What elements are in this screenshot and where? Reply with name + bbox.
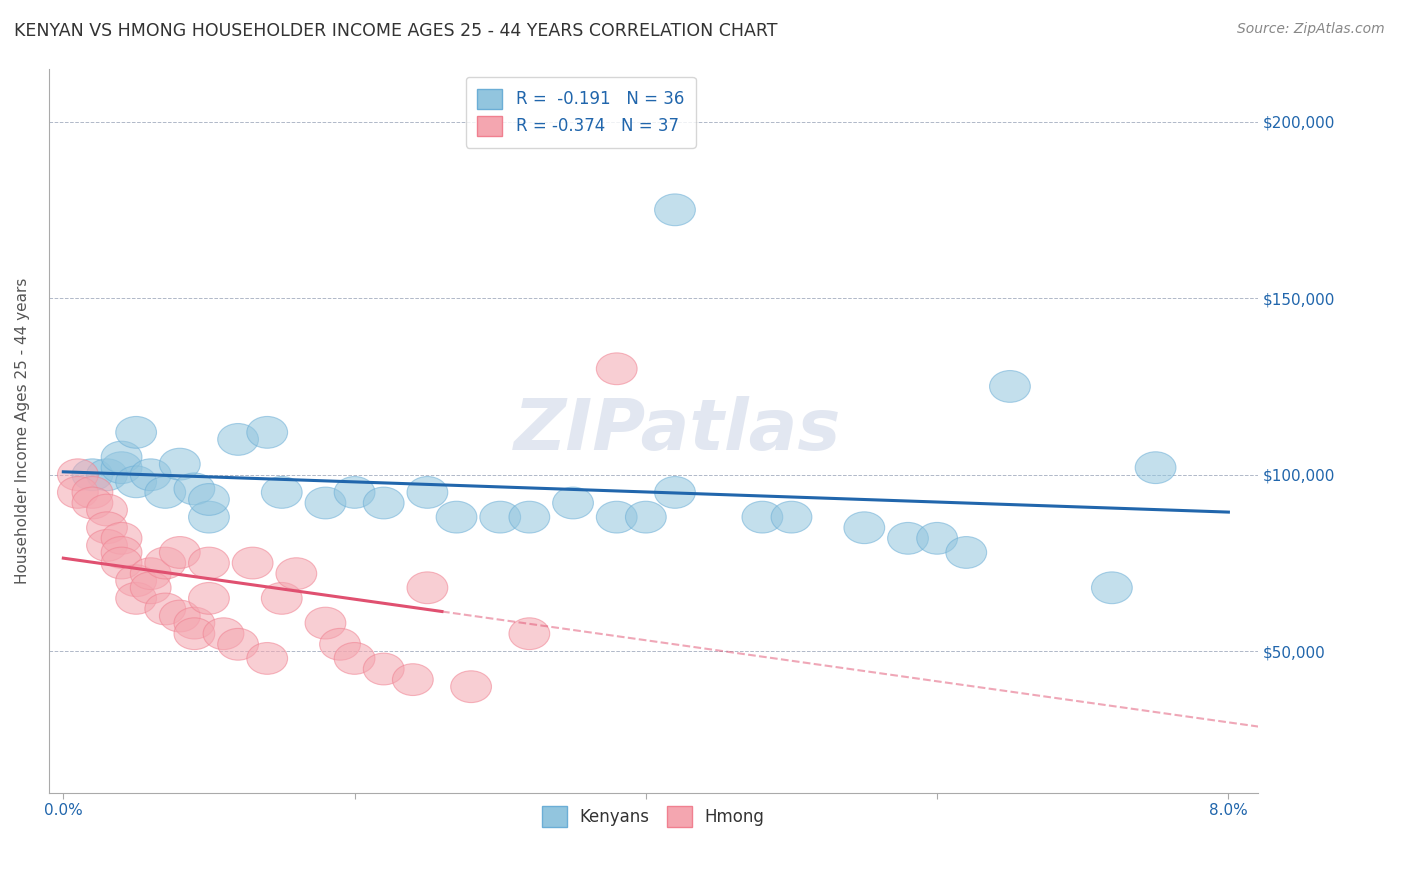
Ellipse shape xyxy=(131,458,172,491)
Ellipse shape xyxy=(596,353,637,384)
Ellipse shape xyxy=(58,458,98,491)
Ellipse shape xyxy=(87,494,128,526)
Ellipse shape xyxy=(770,501,811,533)
Ellipse shape xyxy=(115,466,156,498)
Ellipse shape xyxy=(406,476,447,508)
Ellipse shape xyxy=(596,501,637,533)
Ellipse shape xyxy=(844,512,884,543)
Ellipse shape xyxy=(87,512,128,543)
Text: KENYAN VS HMONG HOUSEHOLDER INCOME AGES 25 - 44 YEARS CORRELATION CHART: KENYAN VS HMONG HOUSEHOLDER INCOME AGES … xyxy=(14,22,778,40)
Ellipse shape xyxy=(159,449,200,480)
Ellipse shape xyxy=(72,487,112,519)
Ellipse shape xyxy=(305,607,346,639)
Ellipse shape xyxy=(655,194,696,226)
Ellipse shape xyxy=(406,572,447,604)
Ellipse shape xyxy=(145,547,186,579)
Ellipse shape xyxy=(218,424,259,455)
Ellipse shape xyxy=(87,458,128,491)
Ellipse shape xyxy=(188,547,229,579)
Ellipse shape xyxy=(101,523,142,554)
Ellipse shape xyxy=(742,501,783,533)
Ellipse shape xyxy=(145,476,186,508)
Ellipse shape xyxy=(232,547,273,579)
Ellipse shape xyxy=(1091,572,1132,604)
Ellipse shape xyxy=(553,487,593,519)
Ellipse shape xyxy=(319,628,360,660)
Ellipse shape xyxy=(202,618,243,649)
Ellipse shape xyxy=(305,487,346,519)
Ellipse shape xyxy=(101,537,142,568)
Ellipse shape xyxy=(509,501,550,533)
Ellipse shape xyxy=(363,487,404,519)
Ellipse shape xyxy=(1135,451,1175,483)
Ellipse shape xyxy=(276,558,316,590)
Ellipse shape xyxy=(363,653,404,685)
Ellipse shape xyxy=(115,582,156,615)
Ellipse shape xyxy=(436,501,477,533)
Ellipse shape xyxy=(131,572,172,604)
Ellipse shape xyxy=(509,618,550,649)
Ellipse shape xyxy=(887,523,928,554)
Ellipse shape xyxy=(990,370,1031,402)
Ellipse shape xyxy=(262,476,302,508)
Ellipse shape xyxy=(101,547,142,579)
Ellipse shape xyxy=(335,642,375,674)
Text: Source: ZipAtlas.com: Source: ZipAtlas.com xyxy=(1237,22,1385,37)
Ellipse shape xyxy=(946,537,987,568)
Y-axis label: Householder Income Ages 25 - 44 years: Householder Income Ages 25 - 44 years xyxy=(15,277,30,583)
Ellipse shape xyxy=(101,451,142,483)
Text: ZIPatlas: ZIPatlas xyxy=(513,396,841,465)
Ellipse shape xyxy=(188,483,229,516)
Ellipse shape xyxy=(174,607,215,639)
Ellipse shape xyxy=(87,530,128,561)
Ellipse shape xyxy=(917,523,957,554)
Ellipse shape xyxy=(145,593,186,625)
Ellipse shape xyxy=(174,473,215,505)
Ellipse shape xyxy=(218,628,259,660)
Legend: Kenyans, Hmong: Kenyans, Hmong xyxy=(533,798,773,835)
Ellipse shape xyxy=(479,501,520,533)
Ellipse shape xyxy=(188,501,229,533)
Ellipse shape xyxy=(262,582,302,615)
Ellipse shape xyxy=(115,565,156,597)
Ellipse shape xyxy=(159,600,200,632)
Ellipse shape xyxy=(101,442,142,473)
Ellipse shape xyxy=(655,476,696,508)
Ellipse shape xyxy=(451,671,492,703)
Ellipse shape xyxy=(626,501,666,533)
Ellipse shape xyxy=(392,664,433,696)
Ellipse shape xyxy=(335,476,375,508)
Ellipse shape xyxy=(247,417,288,449)
Ellipse shape xyxy=(131,558,172,590)
Ellipse shape xyxy=(247,642,288,674)
Ellipse shape xyxy=(72,476,112,508)
Ellipse shape xyxy=(58,476,98,508)
Ellipse shape xyxy=(174,618,215,649)
Ellipse shape xyxy=(72,458,112,491)
Ellipse shape xyxy=(115,417,156,449)
Ellipse shape xyxy=(159,537,200,568)
Ellipse shape xyxy=(188,582,229,615)
